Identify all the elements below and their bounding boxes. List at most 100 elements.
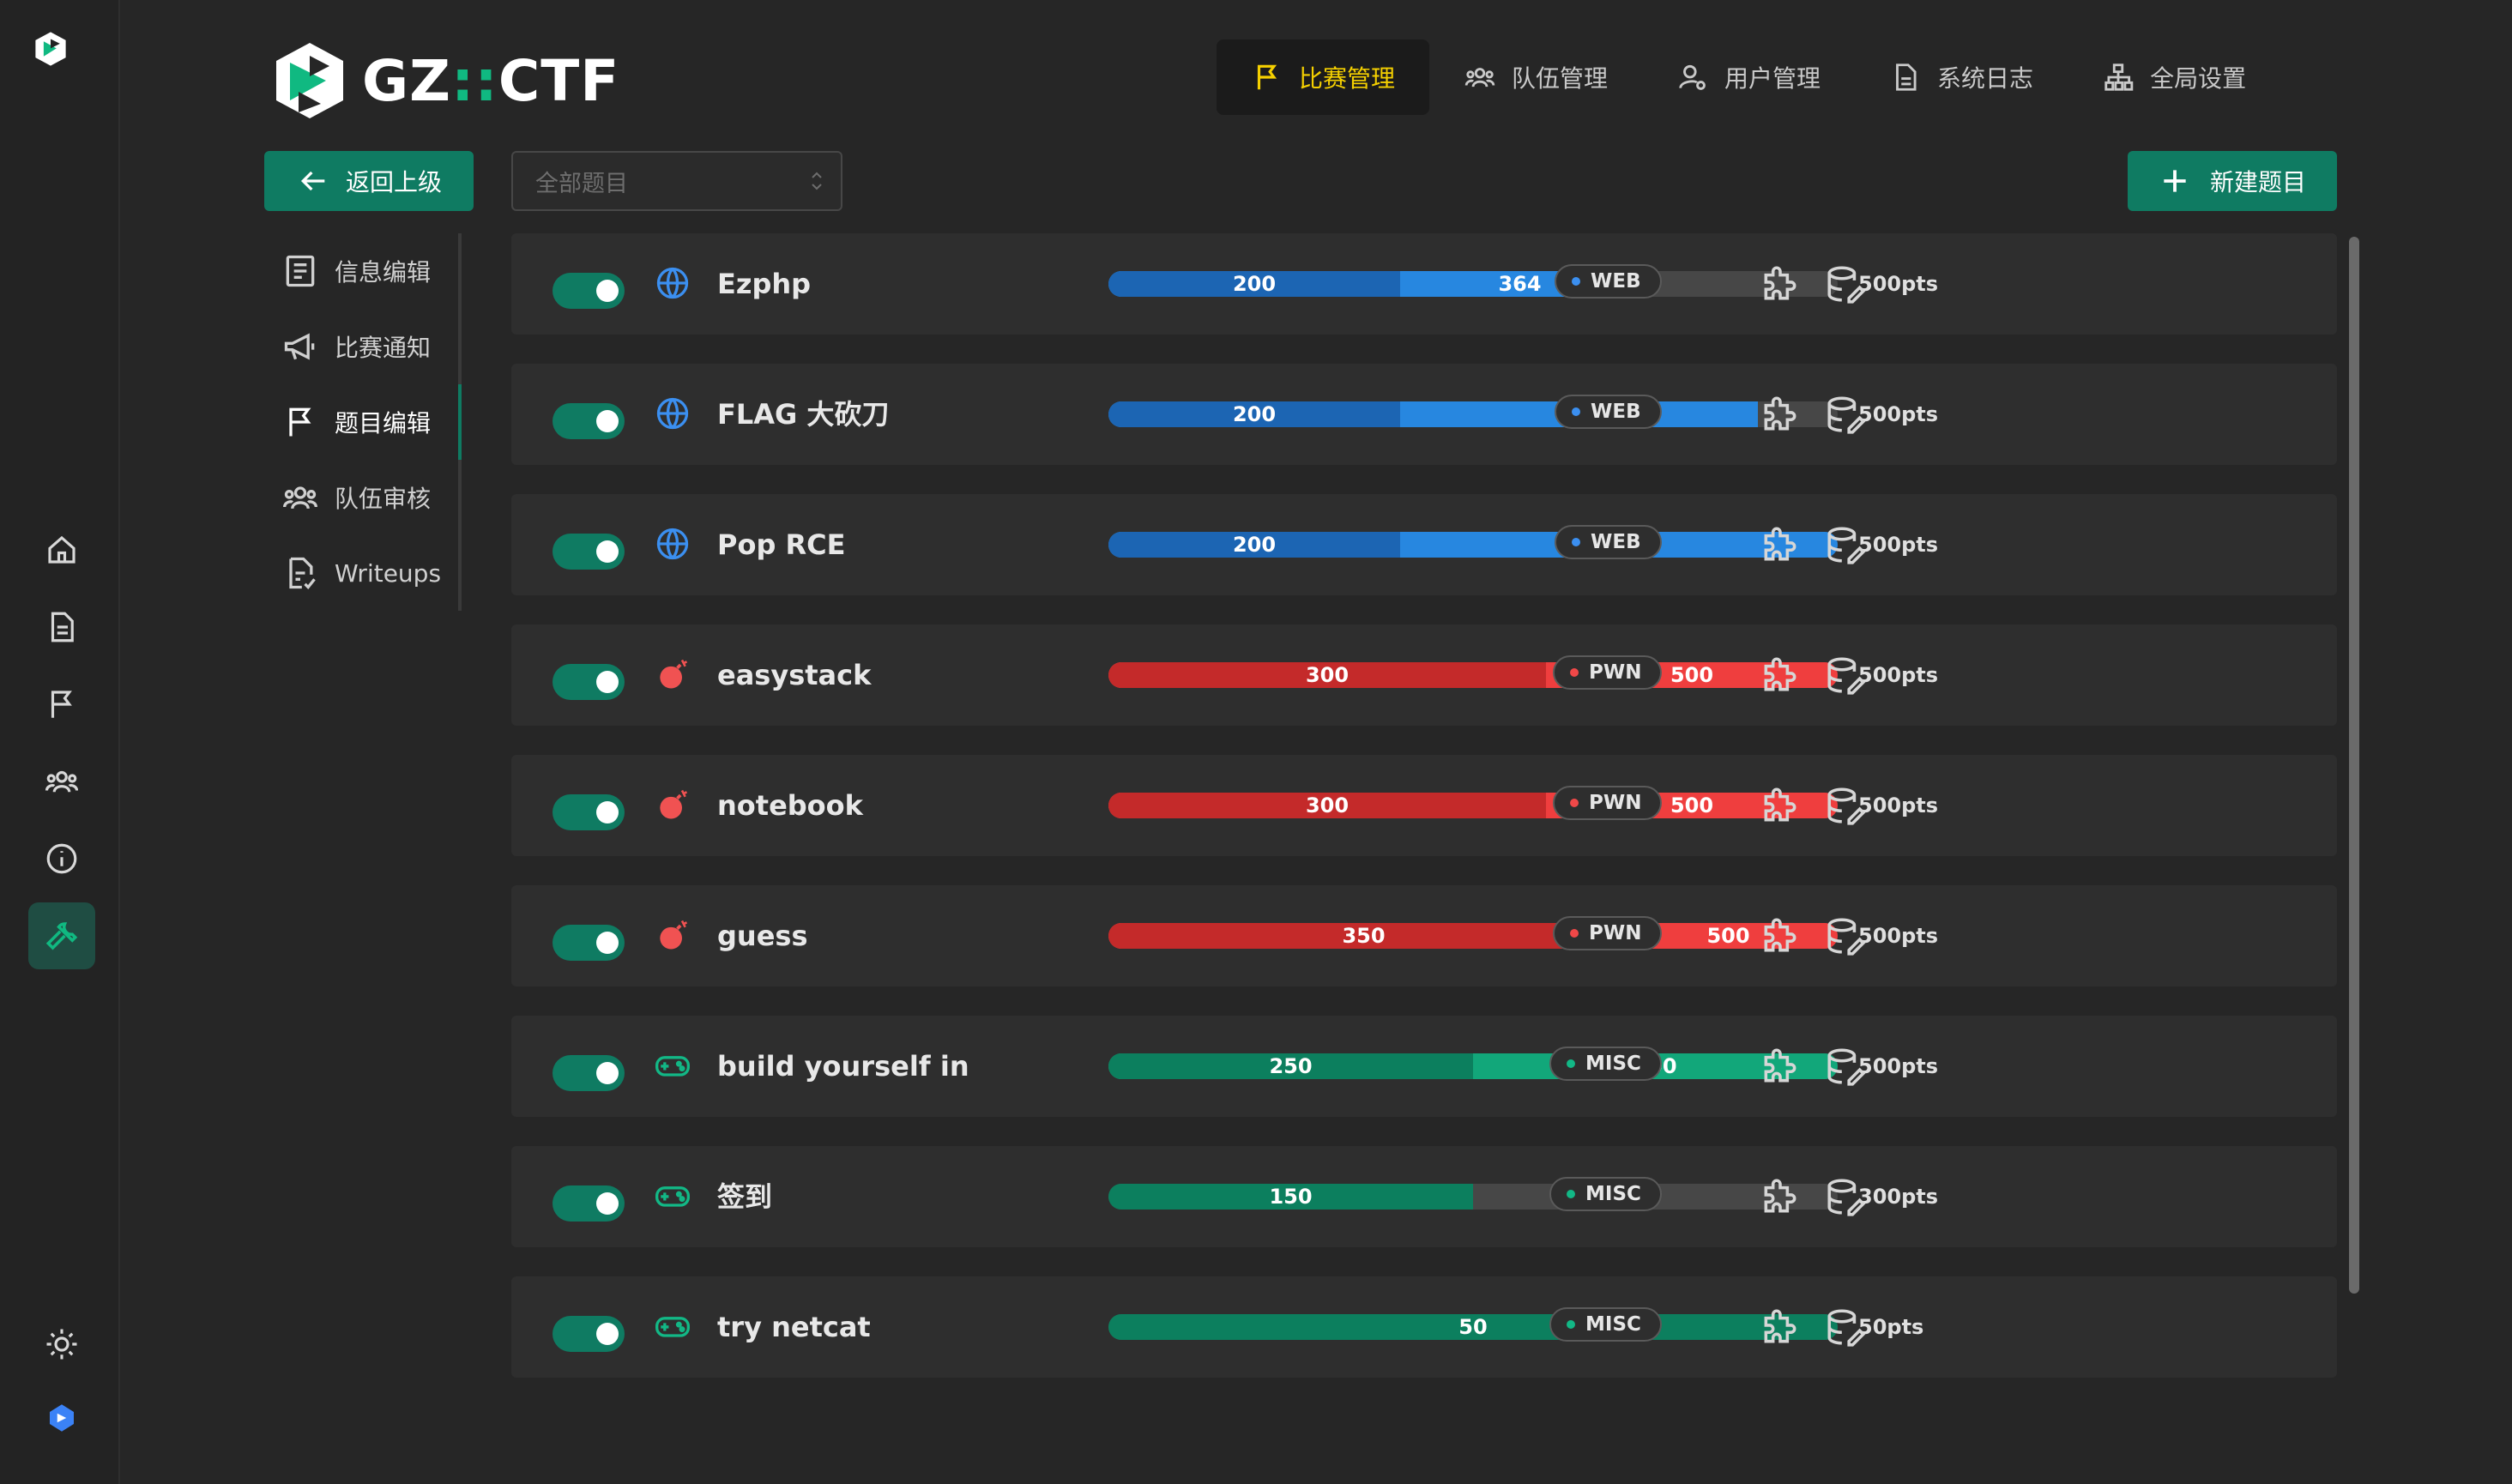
users-icon[interactable] [28,748,95,815]
wrench-icon[interactable] [28,902,95,969]
challenge-filter-select[interactable]: 全部题目 [511,151,842,211]
scrollbar[interactable] [2349,237,2359,1294]
sidemenu-item-team-review[interactable]: 队伍审核 [273,460,463,535]
category-label: WEB [1591,270,1641,293]
challenge-enabled-toggle[interactable] [553,403,625,439]
challenge-row[interactable]: build yourself in 250 500 500pts MISC [511,1016,2337,1117]
users-icon [283,486,317,510]
challenge-enabled-toggle[interactable] [553,794,625,830]
min-score-segment: 150 [1108,1184,1473,1210]
sidemenu-item-challenge-edit[interactable]: 题目编辑 [273,384,463,460]
database-edit-icon[interactable] [1824,393,1867,436]
challenge-title: Ezphp [717,268,812,300]
challenge-enabled-toggle[interactable] [553,1316,625,1352]
category-badge: PWN [1553,786,1663,820]
puzzle-icon[interactable] [1759,784,1802,827]
challenge-title: 签到 [717,1180,773,1213]
challenge-row[interactable]: easystack 300 500 500pts PWN [511,624,2337,726]
min-score-label: 300 [1305,793,1350,817]
challenge-title: Pop RCE [717,528,846,561]
sidemenu-item-writeups[interactable]: Writeups [273,535,463,611]
user-avatar-icon[interactable] [28,1384,95,1451]
puzzle-icon[interactable] [1759,523,1802,566]
tab-system-log[interactable]: 系统日志 [1855,39,2068,115]
challenge-row[interactable]: FLAG 大砍刀 200 445 500pts WEB [511,364,2337,465]
challenge-enabled-toggle[interactable] [553,273,625,309]
database-edit-icon[interactable] [1824,1175,1867,1218]
challenge-enabled-toggle[interactable] [553,534,625,570]
challenge-enabled-toggle[interactable] [553,925,625,961]
database-edit-icon[interactable] [1824,523,1867,566]
toggle-knob [596,932,619,954]
challenge-title: easystack [717,659,872,691]
challenge-row[interactable]: 签到 150 300pts MISC [511,1146,2337,1247]
selector-icon [812,172,822,190]
challenge-enabled-toggle[interactable] [553,1185,625,1222]
category-label: WEB [1591,531,1641,553]
info-icon[interactable] [28,825,95,892]
score-progress-bar: 350 500 [1108,923,1838,949]
category-badge: WEB [1555,395,1662,429]
min-score-label: 50 [1458,1315,1488,1339]
file-check-icon [289,557,316,589]
database-edit-icon[interactable] [1824,1306,1867,1348]
tab-user-manage[interactable]: 用户管理 [1642,39,1855,115]
new-challenge-label: 新建题目 [2209,168,2306,196]
challenge-points: 500pts [1858,793,1939,817]
sidemenu-label: 题目编辑 [335,409,432,437]
category-dot [1572,277,1580,286]
home-icon[interactable] [28,516,95,583]
tab-label: 队伍管理 [1512,64,1609,93]
database-edit-icon[interactable] [1824,914,1867,957]
challenge-row[interactable]: try netcat 50 50pts MISC [511,1276,2337,1378]
toggle-knob [596,280,619,302]
category-label: PWN [1589,792,1642,814]
arrow-left-icon [300,171,325,191]
tab-team-manage[interactable]: 队伍管理 [1429,39,1642,115]
category-badge: PWN [1553,916,1663,950]
gamepad-icon [654,1047,691,1084]
category-dot [1570,668,1579,677]
puzzle-icon[interactable] [1759,1175,1802,1218]
challenge-title: guess [717,920,808,952]
back-button[interactable]: 返回上级 [264,151,474,211]
tab-game-manage[interactable]: 比赛管理 [1217,39,1430,115]
category-dot [1570,929,1579,938]
puzzle-icon[interactable] [1759,262,1802,305]
challenge-row[interactable]: guess 350 500 500pts PWN [511,885,2337,986]
sidemenu-item-info-edit[interactable]: 信息编辑 [273,233,463,309]
brand-logo[interactable]: GZ::CTF [273,38,619,124]
database-edit-icon[interactable] [1824,784,1867,827]
document-icon[interactable] [28,594,95,661]
flag-icon[interactable] [28,671,95,738]
sidemenu-label: Writeups [335,558,442,588]
database-edit-icon[interactable] [1824,262,1867,305]
database-edit-icon[interactable] [1824,654,1867,697]
category-label: PWN [1589,922,1642,944]
puzzle-icon[interactable] [1759,914,1802,957]
theme-toggle-icon[interactable] [28,1311,95,1378]
app-logo-icon[interactable] [33,31,84,84]
category-label: WEB [1591,401,1641,423]
tab-global-settings[interactable]: 全局设置 [2068,39,2280,115]
min-score-segment: 200 [1108,401,1400,427]
database-edit-icon[interactable] [1824,1045,1867,1088]
sidemenu-item-notice[interactable]: 比赛通知 [273,309,463,384]
challenge-row[interactable]: notebook 300 500 500pts PWN [511,755,2337,856]
challenge-title: try netcat [717,1311,871,1343]
select-placeholder: 全部题目 [535,170,628,197]
challenge-enabled-toggle[interactable] [553,1055,625,1091]
sidemenu-active-indicator [458,384,462,460]
puzzle-icon[interactable] [1759,393,1802,436]
challenge-enabled-toggle[interactable] [553,664,625,700]
new-challenge-button[interactable]: 新建题目 [2128,151,2337,211]
top-navigation: 比赛管理 队伍管理 用户管理 系统日志 全局设置 [1217,39,2280,117]
challenge-title: FLAG 大砍刀 [717,398,890,431]
puzzle-icon[interactable] [1759,1306,1802,1348]
challenge-row[interactable]: Ezphp 200 364 500pts WEB [511,233,2337,335]
score-progress-bar: 50 [1108,1314,1838,1340]
puzzle-icon[interactable] [1759,1045,1802,1088]
puzzle-icon[interactable] [1759,654,1802,697]
challenge-row[interactable]: Pop RCE 200 500 500pts WEB [511,494,2337,595]
category-label: MISC [1585,1183,1641,1205]
